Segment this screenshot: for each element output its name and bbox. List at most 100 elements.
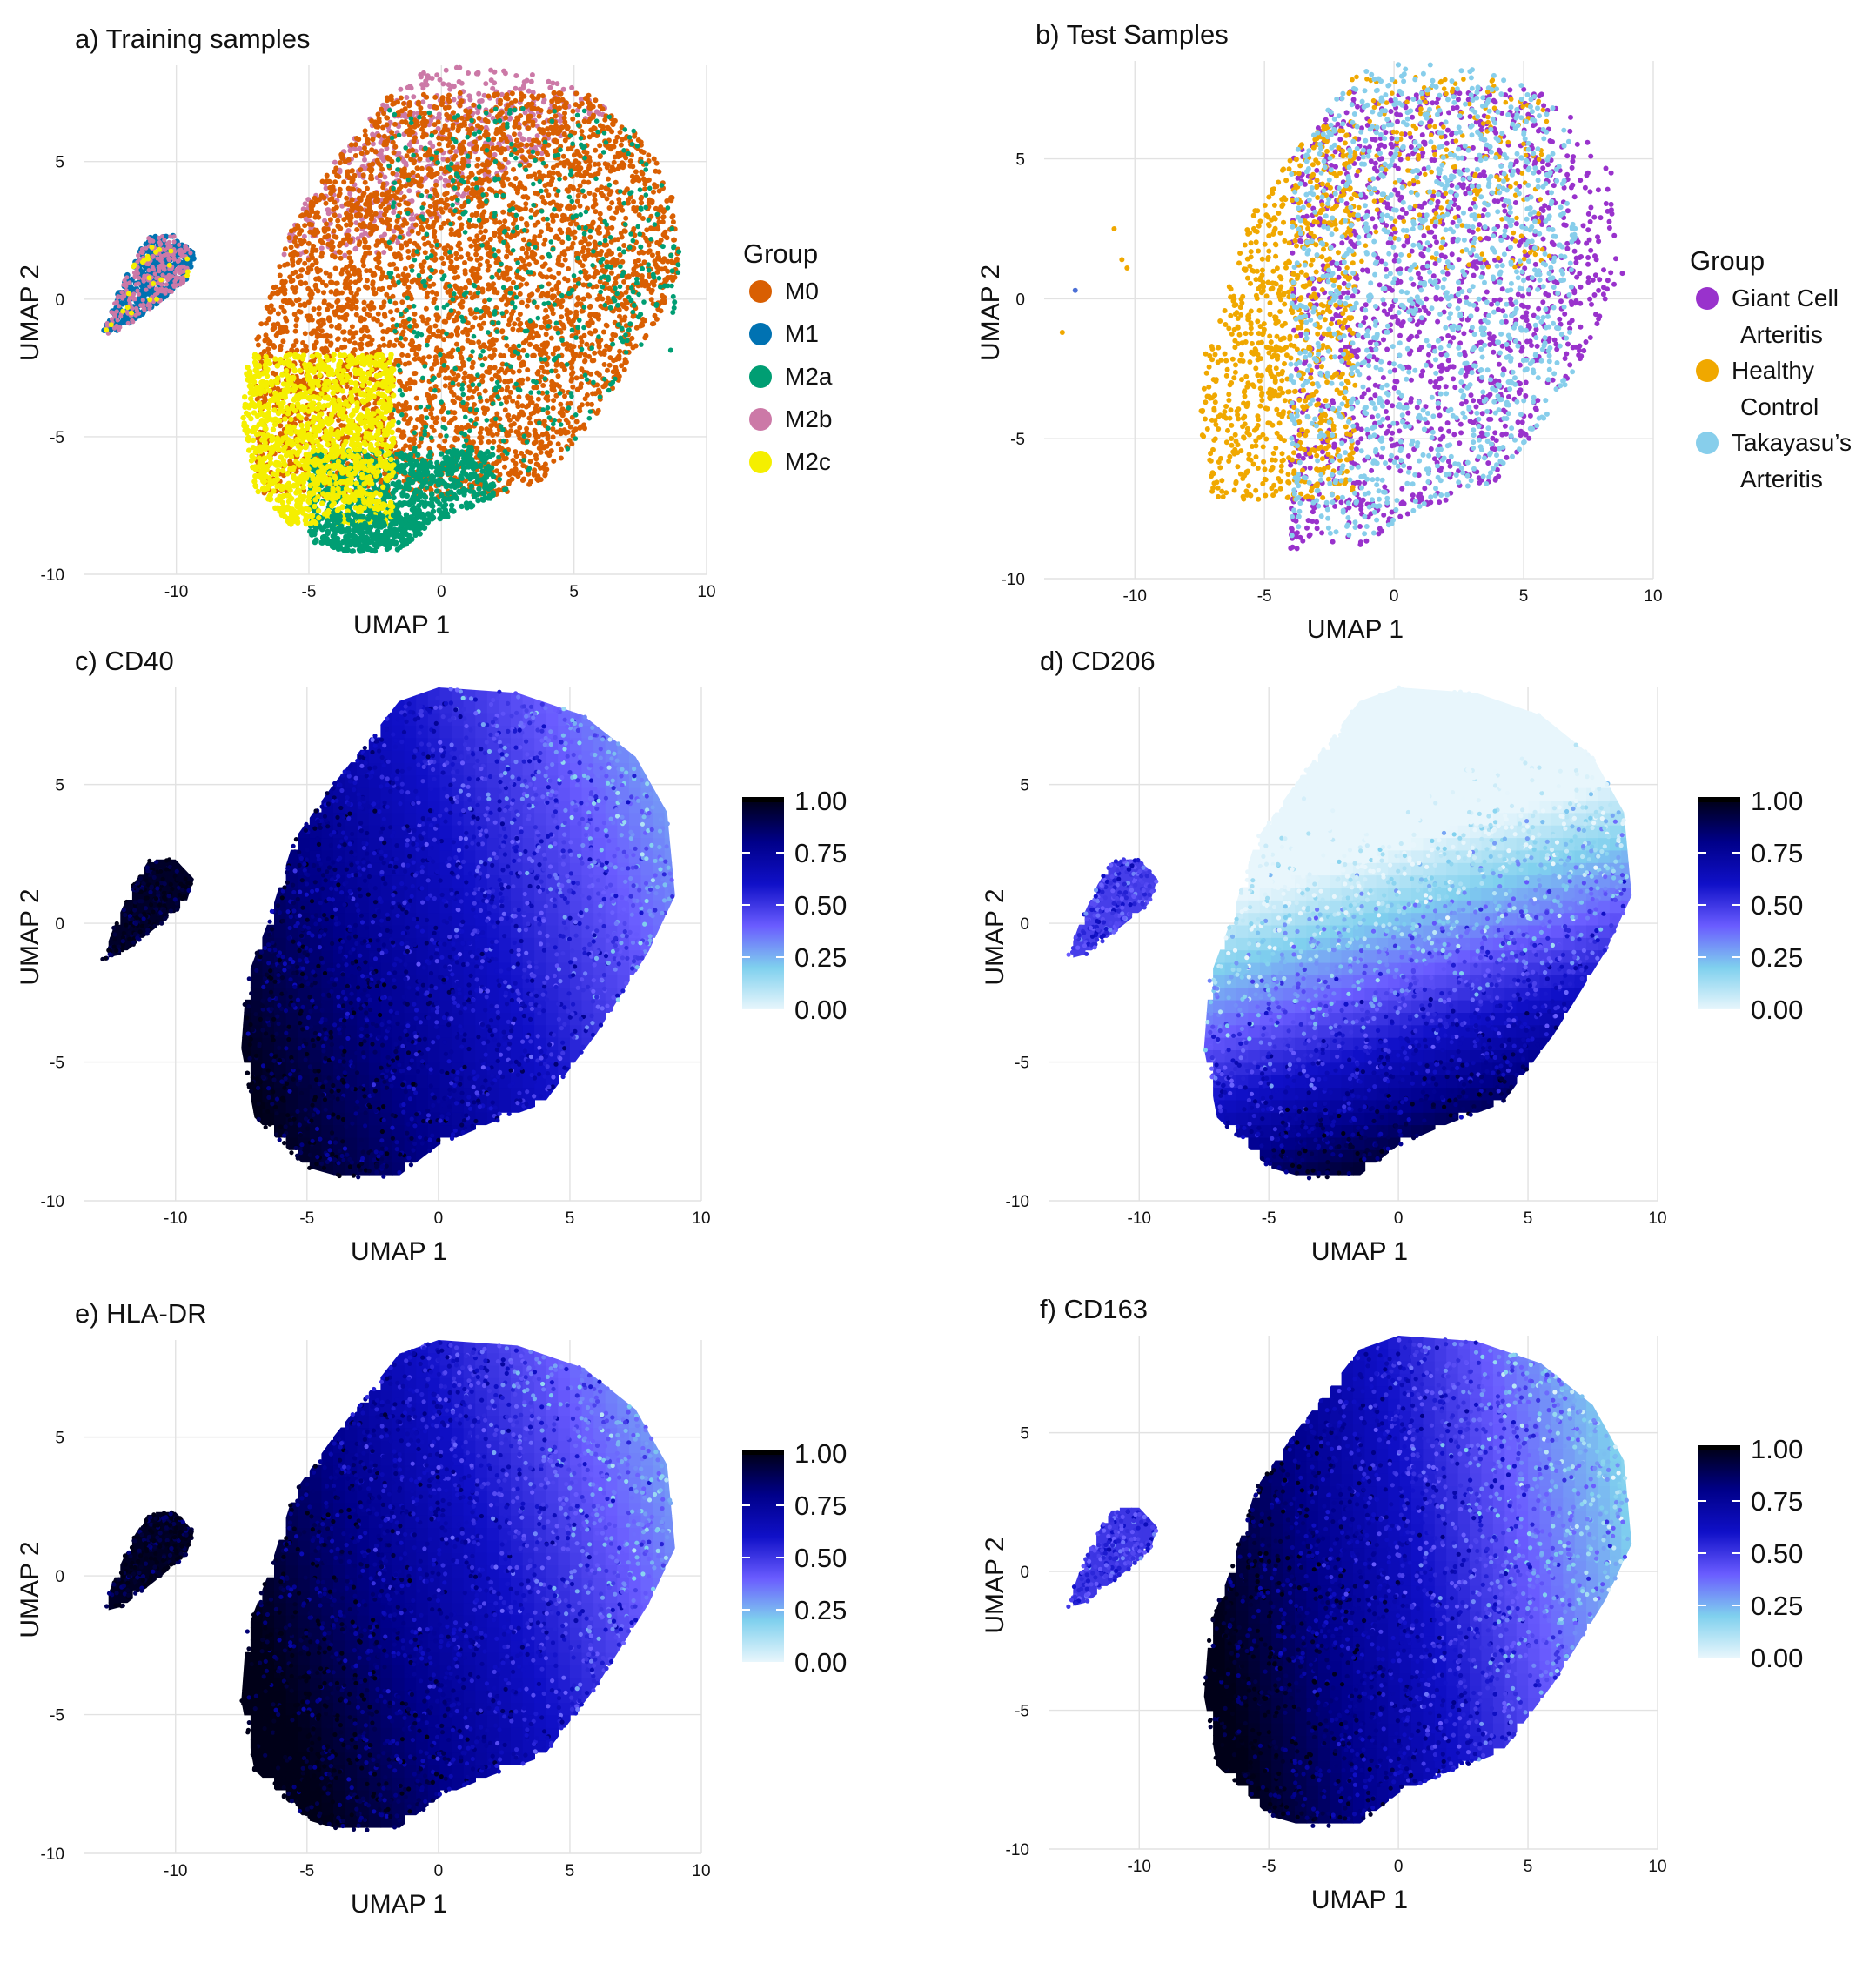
- y-tick-label: -5: [50, 429, 64, 447]
- point-M2b: [170, 274, 174, 278]
- point-M2b: [180, 252, 184, 257]
- point-M2b: [154, 276, 158, 280]
- point-M2b: [438, 176, 443, 181]
- point-M2b: [492, 152, 498, 157]
- point-M2b: [158, 243, 163, 247]
- point-M2b: [325, 207, 331, 212]
- point-M2b: [490, 86, 495, 91]
- point-M2b: [168, 234, 172, 238]
- point-M2b: [181, 280, 185, 285]
- point-M0: [512, 131, 517, 137]
- point-M0: [429, 366, 434, 372]
- point-M0: [569, 365, 574, 371]
- point-M0: [426, 354, 432, 359]
- point-M2b: [391, 210, 396, 215]
- point-M0: [526, 377, 531, 382]
- x-axis-title: UMAP 1: [353, 611, 450, 640]
- point-M2b: [141, 298, 145, 302]
- point-M0: [496, 249, 501, 254]
- point-M0: [453, 251, 459, 257]
- point-M0: [376, 133, 381, 138]
- point-M2b: [128, 296, 132, 300]
- point-M0: [278, 423, 283, 428]
- point-M2b: [408, 84, 413, 89]
- point-M2b: [137, 276, 141, 280]
- point-M0: [486, 94, 491, 99]
- point-M0: [362, 300, 367, 305]
- point-M2b: [167, 289, 171, 293]
- point-M0: [394, 308, 399, 313]
- point-M2b: [438, 77, 443, 83]
- point-M2b: [159, 283, 164, 287]
- point-M2b: [513, 86, 519, 91]
- point-M2b: [380, 156, 385, 161]
- point-M0: [592, 351, 597, 356]
- point-M2b: [141, 303, 145, 307]
- point-M0: [514, 137, 519, 143]
- point-M2b: [165, 251, 170, 256]
- point-M0: [556, 271, 561, 276]
- point-M0: [536, 140, 541, 145]
- point-M2b: [119, 290, 124, 294]
- point-M0: [397, 179, 402, 184]
- point-M2b: [430, 76, 435, 81]
- point-M2b: [147, 268, 151, 272]
- point-M2b: [476, 91, 481, 97]
- point-M2b: [452, 97, 457, 103]
- point-M2b: [141, 250, 145, 254]
- point-M2b: [466, 70, 471, 76]
- point-M0: [352, 340, 358, 345]
- point-M2b: [371, 141, 376, 146]
- point-M2b: [172, 279, 177, 284]
- point-M0: [428, 204, 433, 209]
- point-M2b: [142, 307, 146, 312]
- point-M2b: [149, 238, 153, 242]
- point-M2b: [420, 99, 425, 104]
- x-tick-label: -10: [164, 583, 188, 601]
- point-M0: [609, 200, 614, 205]
- y-tick-label: 5: [55, 154, 64, 172]
- point-M2b: [158, 264, 163, 268]
- y-tick-label: 0: [55, 291, 64, 310]
- panel-title: a) Training samples: [75, 23, 311, 54]
- point-M2b: [303, 201, 308, 206]
- point-M2b: [337, 213, 342, 218]
- point-M0: [622, 367, 627, 372]
- point-M2b: [398, 87, 403, 92]
- point-M0: [633, 169, 639, 174]
- point-M2b: [363, 231, 368, 236]
- point-M0: [432, 229, 437, 234]
- point-M2b: [319, 245, 325, 251]
- point-M2b: [155, 291, 159, 296]
- point-M0: [379, 218, 384, 223]
- point-M2b: [526, 89, 532, 94]
- point-M0: [467, 237, 472, 242]
- point-M2b: [167, 240, 171, 245]
- point-M2b: [444, 68, 449, 73]
- point-M2b: [466, 93, 472, 98]
- point-M0: [618, 130, 623, 135]
- point-M2b: [176, 259, 180, 264]
- y-tick-label: -10: [41, 566, 64, 585]
- point-M2b: [352, 246, 358, 251]
- point-M2b: [131, 291, 136, 296]
- point-M2b: [479, 98, 485, 104]
- point-M2b: [124, 282, 128, 286]
- point-M0: [549, 336, 554, 341]
- point-M0: [461, 375, 466, 380]
- point-M1: [141, 292, 147, 298]
- point-M0: [424, 306, 429, 312]
- point-M0: [654, 161, 660, 166]
- point-M0: [401, 101, 406, 106]
- point-M0: [551, 352, 556, 357]
- point-M2b: [302, 234, 307, 239]
- point-M0: [551, 434, 556, 439]
- point-M2b: [156, 256, 160, 260]
- point-M2b: [411, 94, 416, 99]
- point-M2b: [475, 110, 480, 115]
- point-M2b: [117, 304, 121, 308]
- point-M2b: [163, 291, 167, 296]
- point-M2b: [546, 79, 552, 84]
- point-M2b: [126, 321, 131, 325]
